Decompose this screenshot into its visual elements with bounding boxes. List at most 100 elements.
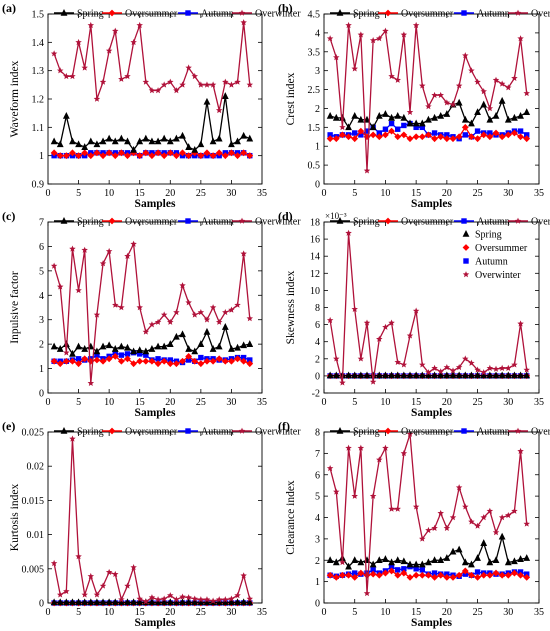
data-point-spring xyxy=(394,556,402,564)
data-point-overwinter xyxy=(443,99,451,106)
data-point-spring xyxy=(480,371,488,379)
data-point-overwinter xyxy=(339,123,346,131)
data-point-overwinter xyxy=(505,84,512,91)
legend-label-overwinter: Overwinter xyxy=(531,427,550,438)
x-tick-label: 25 xyxy=(196,188,206,199)
data-point-overwinter xyxy=(326,316,334,324)
y-tick-label: 12 xyxy=(310,269,320,280)
data-point-spring xyxy=(185,345,193,352)
data-point-overwinter xyxy=(505,511,512,519)
data-point-overwinter xyxy=(234,592,241,599)
data-point-spring xyxy=(221,323,229,330)
x-axis-label: Samples xyxy=(411,617,452,629)
data-point-spring xyxy=(504,558,512,566)
data-point-spring xyxy=(160,598,168,606)
data-point-spring xyxy=(468,119,475,127)
legend-marker-autumn xyxy=(463,258,469,264)
y-tick-label: 6 xyxy=(315,470,320,481)
data-point-overwinter xyxy=(130,240,137,247)
data-point-oversummer xyxy=(105,149,113,157)
legend-label-spring: Spring xyxy=(77,217,104,228)
data-point-overwinter xyxy=(406,430,414,437)
data-point-autumn xyxy=(352,570,358,576)
x-tick-label: 0 xyxy=(322,397,327,408)
data-point-autumn xyxy=(185,357,192,363)
legend-label-spring: Spring xyxy=(353,9,380,20)
series-line-overwinter xyxy=(329,24,528,172)
y-tick-label: 2 xyxy=(315,354,320,365)
data-point-oversummer xyxy=(69,357,76,365)
data-point-autumn xyxy=(124,351,131,357)
data-point-oversummer xyxy=(345,133,352,141)
data-point-spring xyxy=(345,371,352,379)
data-point-oversummer xyxy=(93,356,101,364)
data-point-overwinter xyxy=(455,363,463,371)
data-point-spring xyxy=(437,112,445,119)
data-point-oversummer xyxy=(326,571,334,579)
data-point-spring xyxy=(326,112,334,119)
data-point-oversummer xyxy=(345,571,352,579)
data-point-overwinter xyxy=(136,595,143,602)
legend-marker-oversummer xyxy=(384,9,392,17)
y-tick-label: 14 xyxy=(310,252,320,263)
data-point-oversummer xyxy=(111,352,119,360)
data-point-autumn xyxy=(370,567,376,573)
data-point-overwinter xyxy=(425,369,432,376)
data-point-spring xyxy=(203,327,211,335)
x-tick-label: 20 xyxy=(165,397,175,408)
data-point-overwinter xyxy=(412,503,420,510)
data-point-spring xyxy=(221,598,229,606)
data-point-spring xyxy=(382,371,389,379)
data-point-overwinter xyxy=(480,88,487,95)
data-point-overwinter xyxy=(517,320,524,327)
y-tick-label: 6 xyxy=(315,320,320,331)
data-point-autumn xyxy=(487,130,493,136)
data-point-oversummer xyxy=(431,135,438,143)
data-point-spring xyxy=(468,371,475,379)
data-point-autumn xyxy=(431,130,438,136)
data-point-overwinter xyxy=(388,505,395,512)
data-point-spring xyxy=(523,371,531,379)
data-point-oversummer xyxy=(136,152,144,160)
legend-label-overwinter: Overwinter xyxy=(255,217,301,228)
data-point-spring xyxy=(130,146,137,153)
data-point-spring xyxy=(203,97,211,105)
data-point-spring xyxy=(221,92,229,99)
x-tick-label: 35 xyxy=(257,607,267,618)
data-point-oversummer xyxy=(412,571,420,579)
data-point-overwinter xyxy=(492,365,500,372)
data-point-oversummer xyxy=(203,149,211,157)
y-tick-label: 0.5 xyxy=(308,161,321,172)
data-point-oversummer xyxy=(425,131,432,139)
data-point-overwinter xyxy=(173,87,180,94)
data-point-spring xyxy=(382,110,389,117)
data-point-spring xyxy=(215,342,223,350)
y-tick-label: 8 xyxy=(315,428,320,439)
data-point-overwinter xyxy=(431,364,438,371)
data-point-oversummer xyxy=(468,133,475,141)
data-point-overwinter xyxy=(136,304,143,311)
data-point-spring xyxy=(191,347,199,355)
legend-label-spring: Spring xyxy=(353,427,380,438)
legend-marker-oversummer xyxy=(384,217,392,225)
data-point-overwinter xyxy=(400,449,408,457)
data-point-oversummer xyxy=(363,133,371,141)
data-point-spring xyxy=(406,560,414,568)
data-point-overwinter xyxy=(437,368,444,375)
data-point-spring xyxy=(375,556,383,564)
data-point-overwinter xyxy=(333,488,340,495)
data-point-spring xyxy=(326,556,334,564)
data-point-oversummer xyxy=(332,573,340,581)
data-point-overwinter xyxy=(209,597,217,604)
data-point-overwinter xyxy=(154,318,162,325)
y-tick-label: 0.015 xyxy=(22,496,45,507)
y-tick-label: 4 xyxy=(315,28,320,39)
data-point-overwinter xyxy=(351,492,358,499)
data-point-spring xyxy=(388,113,395,121)
x-tick-label: 30 xyxy=(226,397,236,408)
panel-label: (f) xyxy=(278,419,290,433)
data-point-spring xyxy=(99,598,107,606)
y-tick-label: 1 xyxy=(315,142,320,153)
legend-label-oversummer: Oversummer xyxy=(125,427,178,438)
data-point-oversummer xyxy=(75,360,82,368)
